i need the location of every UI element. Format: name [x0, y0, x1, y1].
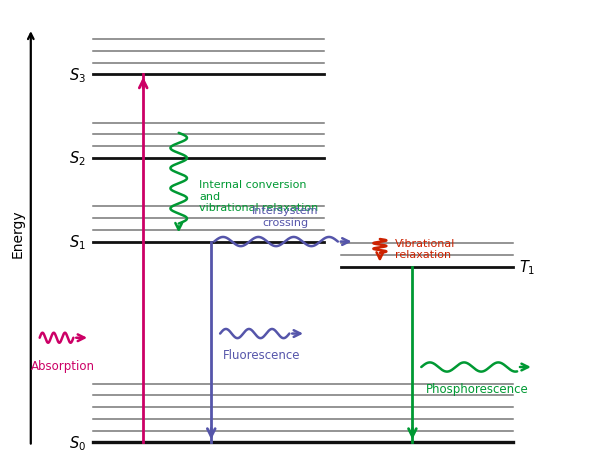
Text: Internal conversion
and
vibrational relaxation: Internal conversion and vibrational rela…	[199, 179, 319, 213]
Text: $T_1$: $T_1$	[519, 257, 535, 276]
Text: Energy: Energy	[11, 209, 25, 258]
Text: Absorption: Absorption	[31, 359, 95, 372]
Text: Phosphorescence: Phosphorescence	[426, 382, 529, 395]
Text: $S_1$: $S_1$	[69, 233, 86, 252]
Text: $S_2$: $S_2$	[69, 149, 86, 168]
Text: $S_0$: $S_0$	[69, 433, 86, 452]
Text: Intersystem
crossing: Intersystem crossing	[252, 206, 319, 227]
Text: Fluorescence: Fluorescence	[223, 348, 300, 361]
Text: $S_3$: $S_3$	[69, 66, 86, 84]
Text: Vibrational
relaxation: Vibrational relaxation	[395, 238, 455, 260]
